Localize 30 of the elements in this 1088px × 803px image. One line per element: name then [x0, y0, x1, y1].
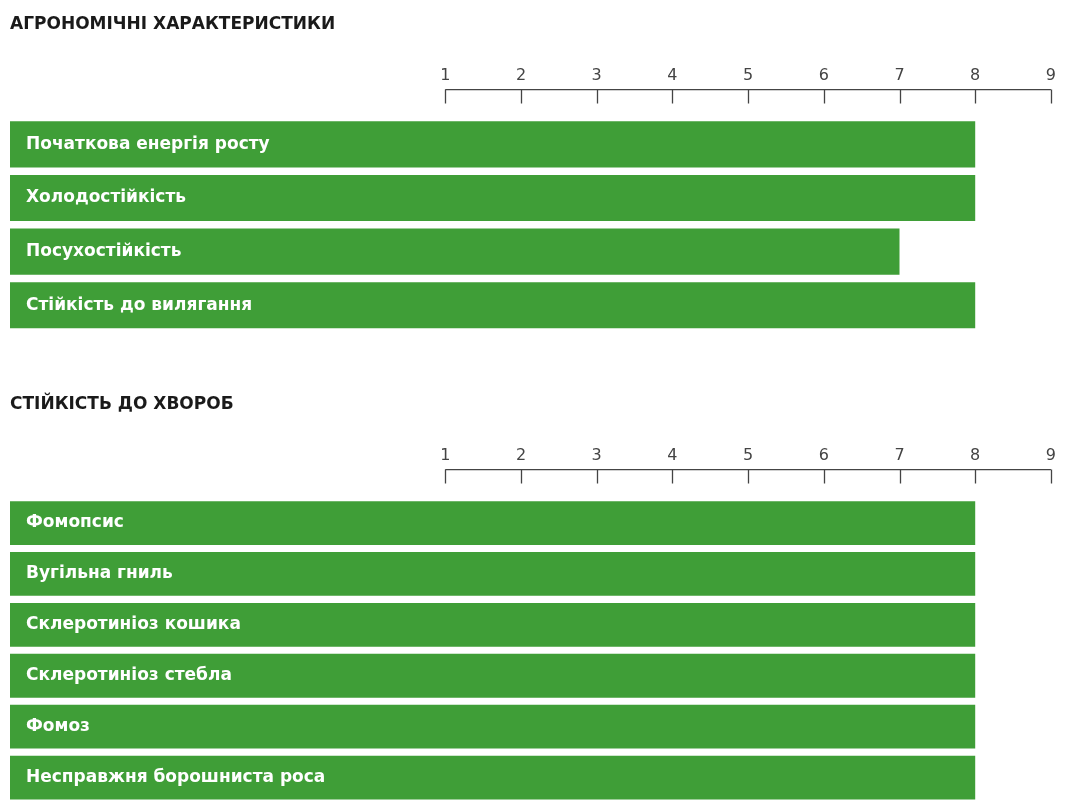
- y-tick-label: Фомоз: [26, 715, 90, 736]
- y-tick-label: Склеротиніоз кошика: [26, 613, 241, 634]
- chart-title: АГРОНОМІЧНІ ХАРАКТЕРИСТИКИ: [10, 12, 336, 33]
- x-tick-label: 3: [591, 65, 602, 85]
- x-tick-label: 9: [1045, 65, 1056, 85]
- x-tick-label: 7: [894, 445, 905, 465]
- x-tick-label: 3: [591, 445, 602, 465]
- x-tick-label: 4: [667, 445, 678, 465]
- x-tick-label: 2: [515, 65, 527, 85]
- y-tick-label: Стійкість до вилягання: [26, 293, 253, 314]
- x-tick-label: 8: [970, 65, 981, 85]
- x-tick-label: 2: [515, 445, 527, 465]
- x-tick-label: 1: [440, 65, 451, 85]
- y-tick-label: Фомопсис: [26, 511, 124, 532]
- x-tick-label: 6: [818, 65, 829, 85]
- x-tick-label: 4: [667, 65, 678, 85]
- y-tick-label: Посухостійкість: [26, 240, 182, 261]
- y-tick-label: Несправжня борошниста роса: [26, 765, 326, 786]
- x-tick-label: 5: [743, 65, 754, 85]
- x-tick-label: 6: [818, 445, 829, 465]
- y-tick-label: Склеротиніоз стебла: [26, 664, 232, 685]
- x-tick-label: 5: [743, 445, 754, 465]
- y-tick-label: Холодостійкість: [26, 186, 187, 207]
- x-tick-label: 1: [440, 445, 451, 465]
- chart-title: СТІЙКІСТЬ ДО ХВОРОБ: [10, 391, 234, 413]
- x-tick-label: 7: [894, 65, 905, 85]
- x-tick-label: 9: [1045, 445, 1056, 465]
- y-tick-label: Вугільна гниль: [26, 562, 173, 583]
- x-tick-label: 8: [970, 445, 981, 465]
- y-tick-label: Початкова енергія росту: [26, 132, 270, 153]
